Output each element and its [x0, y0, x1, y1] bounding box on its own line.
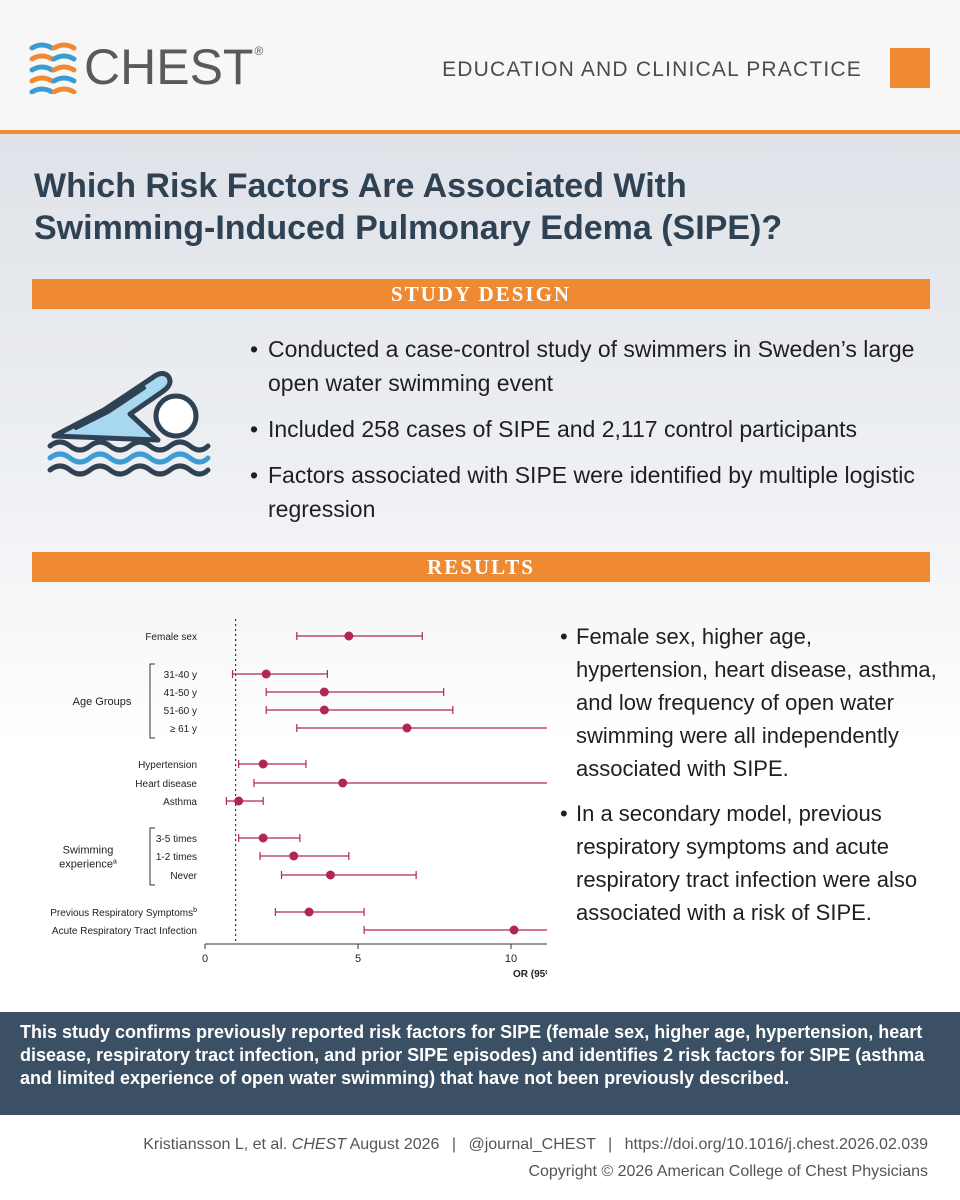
or-point	[304, 907, 314, 917]
twitter-handle[interactable]: @journal_CHEST	[468, 1136, 596, 1153]
study-design-list: Conducted a case-control study of swimme…	[250, 332, 930, 538]
citation-authors: Kristiansson L, et al.	[143, 1136, 292, 1153]
results-bullet: In a secondary model, previous respirato…	[560, 797, 945, 929]
or-point	[261, 669, 271, 679]
row-label: 41-50 y	[164, 688, 197, 699]
x-tick-label: 0	[202, 953, 208, 965]
footer-separator: |	[608, 1136, 613, 1153]
row-label: Female sex	[145, 632, 197, 643]
swimmer-icon	[47, 370, 211, 477]
or-point	[258, 759, 268, 769]
group-bracket	[149, 827, 155, 886]
citation-date: August 2026	[346, 1136, 440, 1153]
results-heading: RESULTS	[32, 552, 930, 582]
results-bullet: Female sex, higher age, hypertension, he…	[560, 620, 945, 785]
row-label: ≥ 61 y	[170, 724, 197, 735]
or-point	[319, 705, 329, 715]
x-axis-label: OR (95% CI)	[513, 969, 547, 980]
title-line-2: Swimming-Induced Pulmonary Edema (SIPE)?	[34, 209, 783, 247]
conclusion-box: This study confirms previously reported …	[0, 1012, 960, 1115]
row-label: 51-60 y	[164, 706, 197, 717]
group-bracket	[149, 663, 155, 739]
or-point	[325, 870, 335, 880]
row-label: 31-40 y	[164, 670, 197, 681]
row-label: 3-5 times	[156, 834, 197, 845]
or-point	[319, 687, 329, 697]
group-label: experiencea	[59, 859, 117, 871]
citation-journal: CHEST	[291, 1136, 346, 1153]
chest-logo: CHEST ®	[28, 38, 263, 96]
or-point	[338, 778, 348, 788]
or-point	[289, 851, 299, 861]
accent-square	[890, 48, 930, 88]
row-label: Hypertension	[138, 760, 197, 771]
row-label: Acute Respiratory Tract Infection	[52, 926, 197, 937]
study-design-heading: STUDY DESIGN	[32, 279, 930, 309]
or-point	[509, 925, 519, 935]
footer-copyright: Copyright © 2026 American College of Che…	[528, 1163, 928, 1180]
or-point	[402, 723, 412, 733]
row-label: Never	[170, 871, 197, 882]
group-label: Swimming	[63, 845, 114, 857]
group-label: Age Groups	[73, 696, 132, 708]
logo-registered-mark: ®	[254, 44, 264, 58]
page-title: Which Risk Factors Are Associated With S…	[34, 165, 934, 249]
row-label: Asthma	[163, 797, 197, 808]
study-design-bullet: Included 258 cases of SIPE and 2,117 con…	[250, 412, 930, 446]
x-tick-label: 5	[355, 953, 361, 965]
title-line-1: Which Risk Factors Are Associated With	[34, 167, 687, 205]
study-design-bullet: Conducted a case-control study of swimme…	[250, 332, 930, 400]
header-band	[0, 0, 960, 132]
or-point	[344, 631, 354, 641]
doi-link[interactable]: https://doi.org/10.1016/j.chest.2026.02.…	[624, 1136, 928, 1153]
x-tick-label: 10	[505, 953, 517, 965]
results-list: Female sex, higher age, hypertension, he…	[560, 620, 945, 941]
footer-separator: |	[451, 1136, 457, 1153]
forest-plot: 05101520OR (95% CI)Age GroupsSwimmingexp…	[50, 619, 547, 980]
or-point	[234, 796, 244, 806]
row-label: Previous Respiratory Symptomsb	[50, 907, 197, 919]
row-label: Heart disease	[135, 779, 197, 790]
or-point	[258, 833, 268, 843]
header-rule	[0, 130, 960, 134]
row-label: 1-2 times	[156, 852, 197, 863]
logo-wordmark: CHEST	[84, 39, 254, 95]
footer-citation: Kristiansson L, et al. CHEST August 2026…	[0, 1136, 928, 1154]
section-label: EDUCATION AND CLINICAL PRACTICE	[442, 58, 862, 81]
chest-logo-icon	[29, 42, 77, 94]
study-design-bullet: Factors associated with SIPE were identi…	[250, 458, 930, 526]
